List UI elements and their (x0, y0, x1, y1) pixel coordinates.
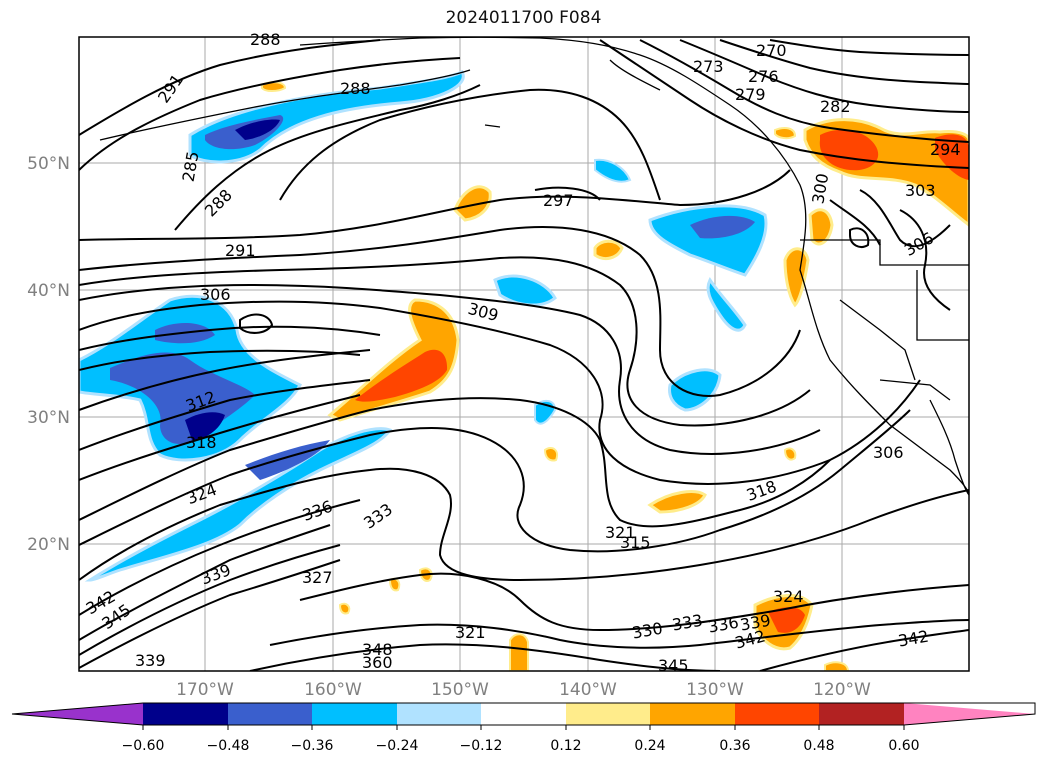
colorbar-segment (143, 703, 228, 725)
contour-label: 306 (200, 285, 231, 304)
contour-label: 291 (225, 241, 256, 260)
lat-tick-label: 50°N (27, 154, 70, 174)
contour-label: 321 (605, 523, 636, 542)
colorbar-segment (819, 703, 904, 725)
contour-label: 324 (773, 587, 804, 606)
contour-label: 276 (748, 67, 779, 86)
colorbar-tick-label: 0.12 (550, 738, 581, 754)
contour-lines (79, 39, 969, 671)
colorbar-tick-label: −0.36 (291, 738, 334, 754)
contour-label: 303 (905, 181, 936, 200)
contour-label: 348 (362, 640, 393, 659)
contour-label: 360 (362, 653, 393, 672)
colorbar-tick-label: −0.48 (207, 738, 250, 754)
colorbar-segment (481, 703, 566, 725)
contour-label: 345 (658, 656, 689, 675)
contour-label: 315 (620, 533, 651, 552)
contour-label: 282 (820, 97, 851, 116)
contour-label: 318 (186, 433, 217, 452)
lat-tick-label: 40°N (27, 281, 70, 301)
contour-label: 339 (135, 651, 166, 670)
colorbar-tick-label: 0.24 (634, 738, 665, 754)
positive-fill-regions (261, 81, 969, 671)
colorbar-extend-min (12, 703, 143, 725)
colorbar-segment (312, 703, 397, 725)
colorbar-tick-label: 0.60 (888, 738, 919, 754)
map-title: 2024011700 F084 (445, 8, 602, 28)
contour-label: 288 (250, 30, 281, 49)
colorbar-segment (735, 703, 819, 725)
lon-tick-label: 160°W (304, 680, 362, 700)
lat-tick-label: 20°N (27, 535, 70, 555)
contour-label: 279 (735, 85, 766, 104)
colorbar-tick-label: 0.36 (719, 738, 750, 754)
lat-tick-label: 30°N (27, 408, 70, 428)
longitude-labels: 170°W 160°W 150°W 140°W 130°W 120°W (176, 680, 871, 700)
lon-tick-label: 120°W (813, 680, 871, 700)
latitude-labels: 50°N 40°N 30°N 20°N (27, 154, 70, 555)
colorbar-extend-max (904, 703, 1035, 725)
lon-tick-label: 140°W (559, 680, 617, 700)
colorbar-segment (566, 703, 650, 725)
colorbar-tick-label: 0.48 (803, 738, 834, 754)
contour-label: 327 (302, 568, 333, 587)
lon-tick-label: 170°W (176, 680, 234, 700)
contour-label: 294 (930, 140, 961, 159)
colorbar-segment (397, 703, 481, 725)
map-frame (78, 36, 970, 672)
lon-tick-label: 150°W (431, 680, 489, 700)
colorbar-segment (650, 703, 735, 725)
colorbar-tick-label: −0.12 (460, 738, 503, 754)
lon-tick-label: 130°W (686, 680, 744, 700)
colorbar-tick-label: −0.24 (376, 738, 419, 754)
colorbar-segment (228, 703, 312, 725)
contour-label: 273 (693, 57, 724, 76)
contour-label: 297 (543, 191, 574, 210)
contour-label: 306 (873, 443, 904, 462)
contour-label: 270 (756, 41, 787, 60)
contour-label: 321 (455, 623, 486, 642)
colorbar-tick-label: −0.60 (122, 738, 165, 754)
colorbar: −0.60 −0.48 −0.36 −0.24 −0.12 0.12 0.24 … (11, 702, 1036, 754)
contour-label: 288 (340, 79, 371, 98)
